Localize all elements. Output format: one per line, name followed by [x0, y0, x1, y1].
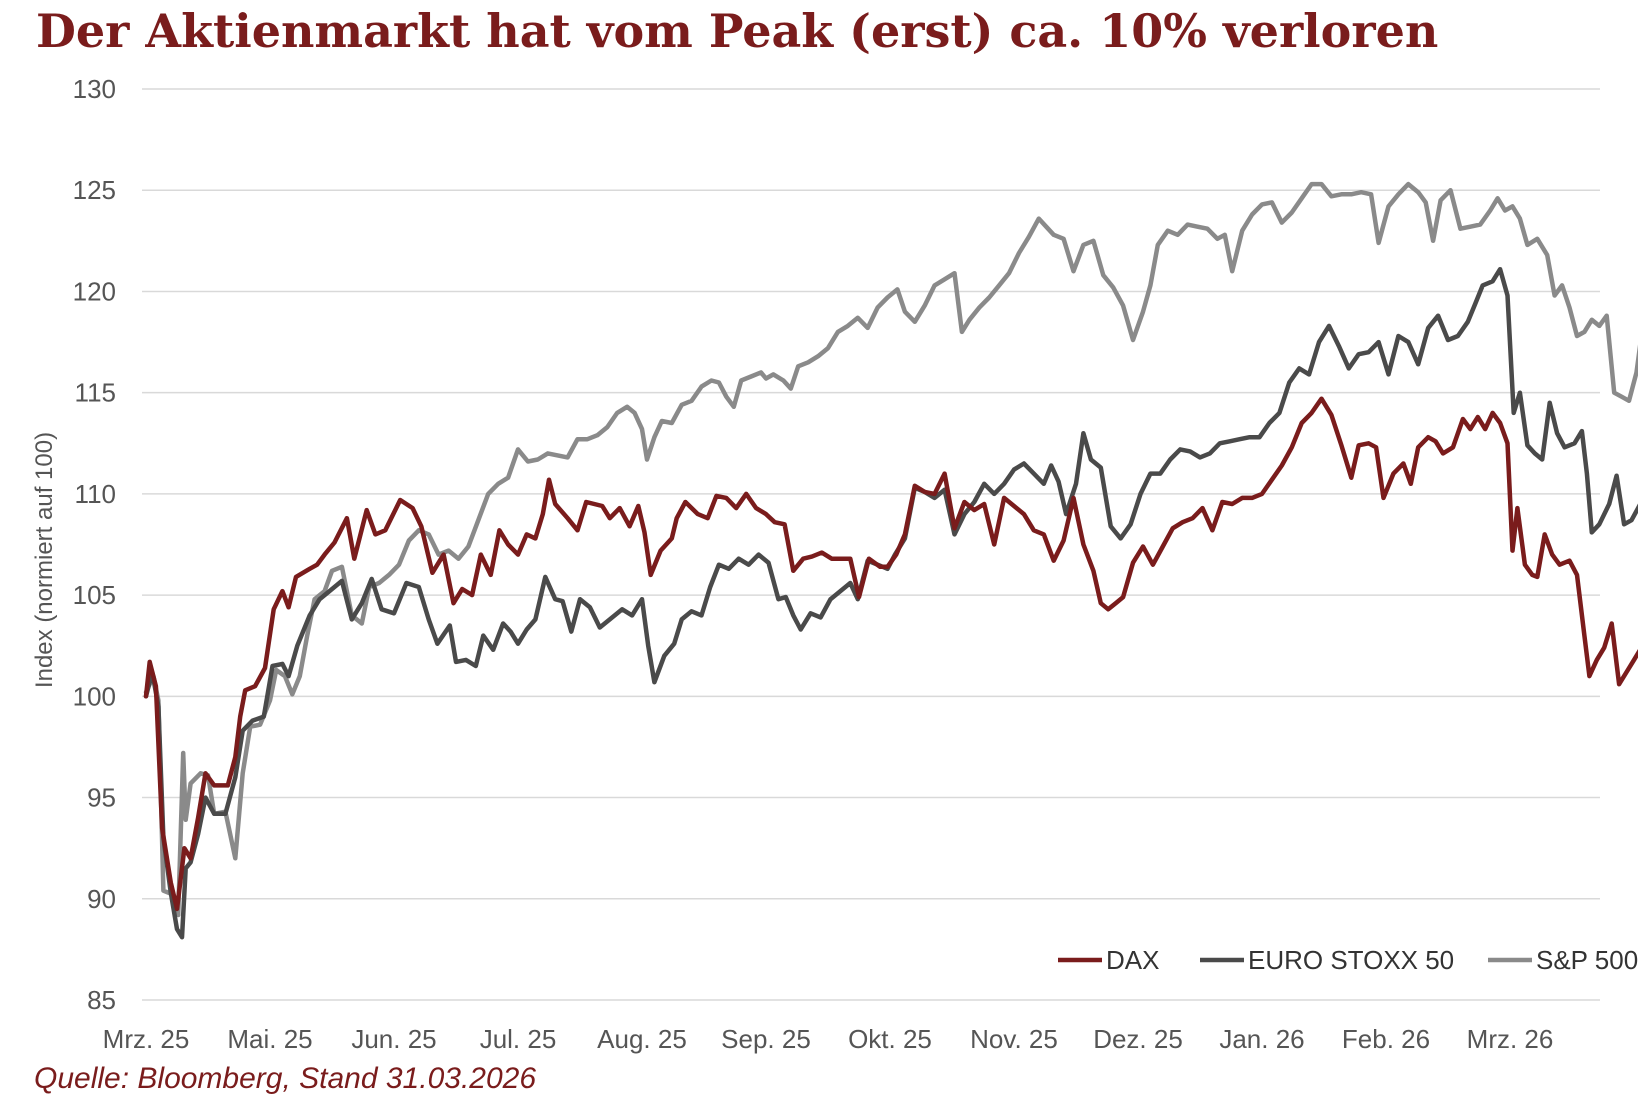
x-tick-label: Mrz. 25: [103, 1024, 190, 1054]
y-tick-label: 130: [73, 74, 116, 104]
x-tick-label: Jan. 26: [1219, 1024, 1304, 1054]
chart-title: Der Aktienmarkt hat vom Peak (erst) ca. …: [36, 4, 1439, 58]
series-lines: [143, 181, 1638, 940]
y-tick-label: 105: [73, 580, 116, 610]
x-axis-ticks: Mrz. 25 Mai. 25 Jun. 25 Jul. 25 Aug. 25 Sep. …: [103, 1024, 1554, 1054]
source-note: Quelle: Bloomberg, Stand 31.03.2026: [34, 1062, 537, 1095]
legend: DAX EURO STOXX 50 S&P 500: [1058, 945, 1638, 975]
series-line-s-p-500: [143, 181, 1638, 918]
y-tick-label: 85: [87, 985, 116, 1015]
x-tick-label: Mai. 25: [227, 1024, 312, 1054]
y-tick-label: 100: [73, 681, 116, 711]
x-tick-label: Okt. 25: [848, 1024, 932, 1054]
y-tick-label: 90: [87, 884, 116, 914]
y-tick-label: 115: [75, 378, 116, 408]
x-tick-label: Nov. 25: [970, 1024, 1058, 1054]
series-line-euro-stoxx-50: [143, 266, 1638, 940]
x-tick-label: Mrz. 26: [1467, 1024, 1554, 1054]
y-tick-label: 95: [87, 783, 116, 813]
gridlines: [142, 88, 1600, 1001]
y-tick-label: 120: [73, 276, 116, 306]
y-tick-label: 125: [73, 175, 116, 205]
x-tick-label: Dez. 25: [1093, 1024, 1183, 1054]
legend-label: DAX: [1106, 945, 1159, 975]
series-line-dax: [143, 396, 1638, 912]
x-tick-label: Feb. 26: [1342, 1024, 1430, 1054]
y-axis-ticks: 85 90 95 100 105 110 115 120 125 130: [73, 74, 116, 1015]
legend-label: S&P 500: [1536, 945, 1638, 975]
x-tick-label: Jul. 25: [480, 1024, 557, 1054]
x-tick-label: Sep. 25: [721, 1024, 811, 1054]
x-tick-label: Aug. 25: [597, 1024, 687, 1054]
x-tick-label: Jun. 25: [351, 1024, 436, 1054]
y-tick-label: 110: [75, 479, 116, 509]
y-axis-title: Index (normiert auf 100): [31, 432, 58, 688]
legend-label: EURO STOXX 50: [1248, 945, 1454, 975]
